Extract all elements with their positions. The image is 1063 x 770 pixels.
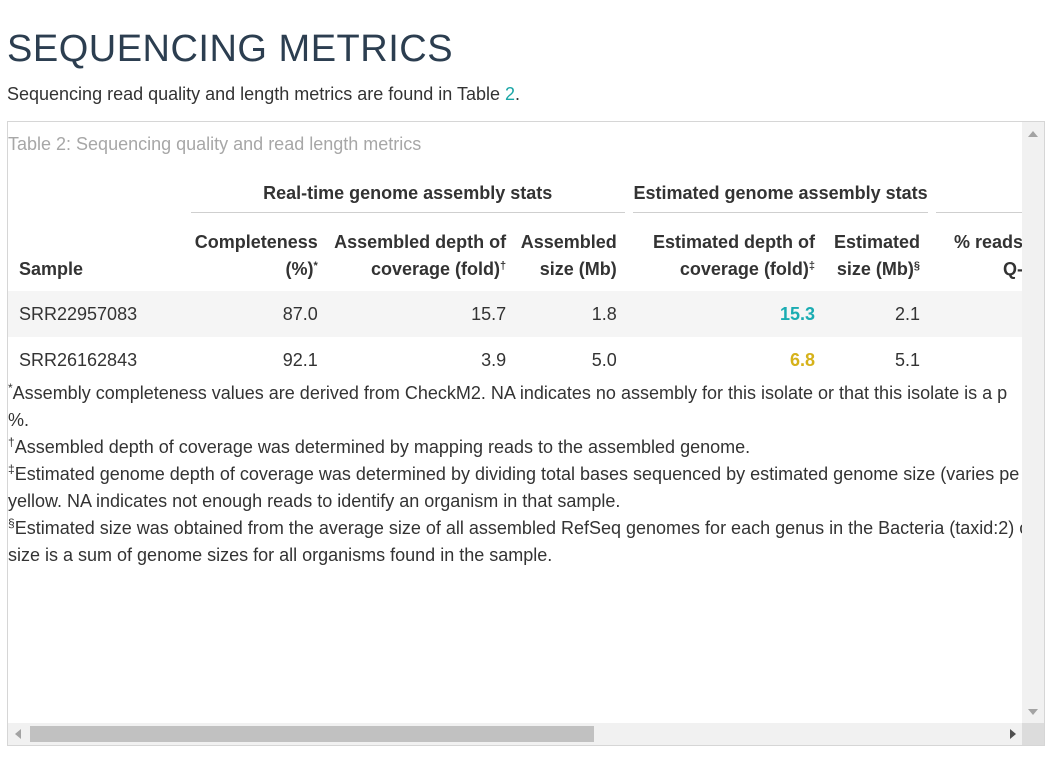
group-gap-2: [928, 174, 936, 213]
footnote-2-mark: †: [8, 435, 15, 449]
group-realtime: Real-time genome assembly stats: [190, 174, 625, 213]
cell-assembled-size: 5.0: [591, 349, 617, 370]
cell-est-size: 2.1: [823, 291, 928, 337]
scroll-left-arrow-icon[interactable]: [15, 729, 21, 739]
col-assembled-size-l1: Assembled: [520, 232, 617, 252]
col-assembled-depth-l1: Assembled depth of: [334, 232, 507, 252]
intro-paragraph: Sequencing read quality and length metri…: [7, 82, 520, 106]
footnote-4-mark: §: [8, 516, 15, 530]
cell-sample: SRR26162843: [19, 349, 138, 370]
group-spacer: [8, 174, 191, 213]
footnote-3: ‡Estimated genome depth of coverage was …: [8, 461, 1023, 488]
table-footnotes: *Assembly completeness values are derive…: [8, 380, 1023, 569]
cell-gap: [625, 337, 633, 383]
col-completeness: Completeness (%)*: [191, 213, 326, 292]
cell-reads: [936, 291, 1023, 337]
intro-suffix: .: [515, 84, 521, 104]
cell-est-depth: 6.8: [790, 349, 816, 370]
cell-gap: [928, 337, 936, 383]
col-assembled-depth: Assembled depth of coverage (fold)†: [326, 213, 514, 292]
scroll-up-arrow-icon[interactable]: [1028, 131, 1038, 137]
footnote-3-mark: ‡: [8, 462, 15, 476]
metrics-table: Real-time genome assembly stats Estimate…: [8, 174, 1023, 383]
footnote-3-cont: yellow. NA indicates not enough reads to…: [8, 491, 621, 511]
cell-assembled-depth: 3.9: [481, 349, 507, 370]
group-header-row: Real-time genome assembly stats Estimate…: [8, 174, 1023, 213]
table-caption: Table 2: Sequencing quality and read len…: [8, 134, 422, 154]
col-completeness-l2: (%): [285, 259, 314, 279]
cell-assembled-size: 1.8: [514, 291, 625, 337]
cell-reads: [936, 337, 1023, 383]
col-gap: [625, 213, 633, 292]
footnote-mark-est-depth: ‡: [808, 260, 816, 272]
col-assembled-depth-l2: coverage (fold): [370, 259, 500, 279]
col-reads-l2: Q-: [1003, 259, 1023, 279]
col-est-depth-l1: Estimated depth of: [653, 232, 816, 252]
column-header-row: Sample Completeness (%)* Assembled depth …: [8, 213, 1023, 292]
cell-gap: [624, 291, 634, 337]
scrollbar-corner: [1022, 723, 1044, 745]
scroll-right-arrow-icon[interactable]: [1010, 729, 1016, 739]
footnote-1-text: Assembly completeness values are derived…: [12, 383, 1008, 403]
footnote-mark-est-size: §: [913, 260, 920, 272]
col-est-size: Estimated size (Mb)§: [823, 213, 928, 292]
footnote-1-cont: %.: [8, 410, 30, 430]
footnote-mark-assembled-depth: †: [499, 260, 507, 272]
col-sample: Sample: [19, 259, 84, 279]
cell-sample: SRR22957083: [8, 291, 191, 337]
vertical-scrollbar[interactable]: [1022, 122, 1044, 724]
scroll-down-arrow-icon[interactable]: [1028, 709, 1038, 715]
cell-completeness: 87.0: [190, 291, 326, 337]
horizontal-scrollbar[interactable]: [8, 723, 1023, 745]
footnote-2: †Assembled depth of coverage was determi…: [8, 434, 1023, 461]
col-est-depth: Estimated depth of coverage (fold)‡: [633, 213, 823, 292]
page-title: SEQUENCING METRICS: [7, 28, 454, 70]
cell-assembled-depth: 15.7: [325, 291, 515, 337]
cell-est-size: 5.1: [894, 349, 920, 370]
footnote-1-mark: *: [8, 381, 13, 395]
col-gap-2: [928, 213, 936, 292]
table-row: SRR22957083 87.0 15.7 1.8 15.3 2.1: [8, 291, 1023, 337]
cell-completeness: 92.1: [282, 349, 318, 370]
col-est-size-l1: Estimated: [833, 232, 920, 252]
col-est-depth-l2: coverage (fold): [679, 259, 809, 279]
horizontal-scroll-thumb[interactable]: [30, 726, 594, 742]
table-2-link[interactable]: 2: [505, 84, 516, 104]
col-assembled-size-l2: size (Mb): [539, 259, 617, 279]
footnote-4-text: Estimated size was obtained from the ave…: [14, 518, 1023, 538]
footnote-2-text: Assembled depth of coverage was determin…: [14, 437, 751, 457]
group-estimated: Estimated genome assembly stats: [633, 174, 928, 213]
cell-gap: [927, 291, 937, 337]
group-gap: [625, 174, 633, 213]
col-assembled-size: Assembled size (Mb): [514, 213, 625, 292]
footnote-1: *Assembly completeness values are derive…: [8, 380, 1023, 407]
table-row: SRR26162843 92.1 3.9 5.0 6.8 5.1: [8, 337, 1023, 383]
footnote-mark-completeness: *: [313, 260, 318, 272]
intro-text: Sequencing read quality and length metri…: [7, 84, 505, 104]
col-reads: % reads Q-: [936, 213, 1023, 292]
col-reads-l1: % reads: [953, 232, 1023, 252]
col-est-size-l2: size (Mb): [836, 259, 914, 279]
cell-est-depth: 15.3: [633, 291, 824, 337]
footnote-3-text: Estimated genome depth of coverage was d…: [14, 464, 1020, 484]
table-panel[interactable]: Table 2: Sequencing quality and read len…: [7, 121, 1045, 746]
footnote-4: §Estimated size was obtained from the av…: [8, 515, 1023, 542]
footnote-4-cont: size is a sum of genome sizes for all or…: [8, 545, 553, 565]
group-reads: [936, 174, 1023, 213]
col-completeness-l1: Completeness: [194, 232, 318, 252]
table-viewport: Table 2: Sequencing quality and read len…: [8, 122, 1023, 724]
